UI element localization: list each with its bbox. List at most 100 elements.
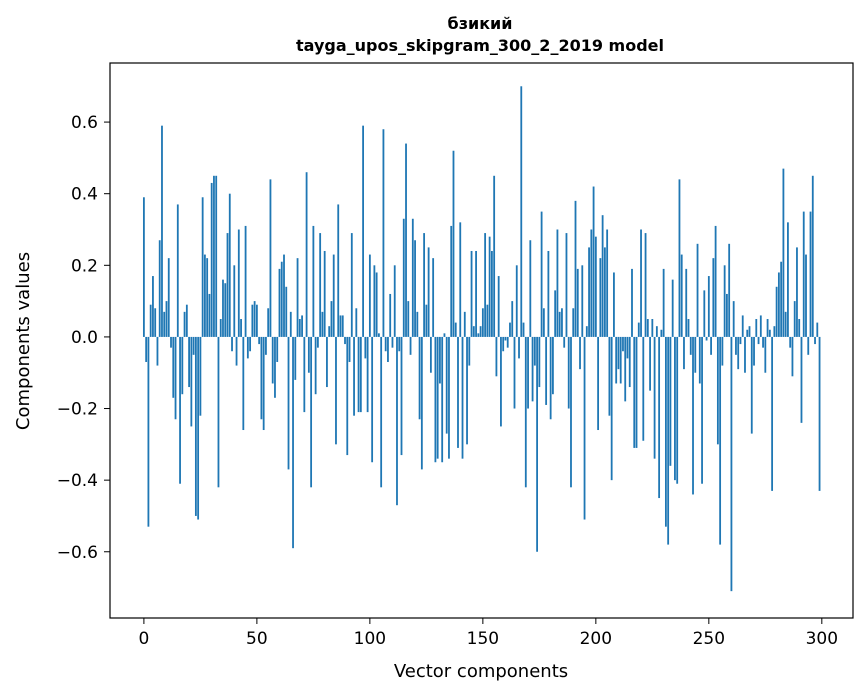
bar-component-167 (520, 86, 523, 337)
bar-component-64 (287, 336, 290, 470)
bar-component-281 (777, 272, 780, 337)
bar-component-201 (597, 336, 600, 431)
bar-component-77 (316, 336, 319, 348)
bar-component-247 (701, 336, 703, 484)
bar-component-39 (231, 336, 233, 352)
bar-component-296 (811, 175, 814, 337)
y-axis-label: Components values (13, 252, 34, 430)
bar-component-196 (585, 326, 588, 337)
bar-component-141 (461, 336, 464, 459)
bar-component-284 (784, 311, 787, 337)
bar-component-67 (294, 336, 297, 380)
bar-component-125 (425, 304, 428, 337)
bar-component-130 (436, 336, 439, 459)
axis-ticks: 0 50 100 150 200 250 300 −0.6 −0.4 −0.2 0.0 0.2 0.4 0… (57, 113, 838, 649)
bar-component-17 (181, 336, 184, 395)
bar-component-206 (608, 336, 611, 416)
bar-component-20 (188, 336, 190, 388)
bar-component-207 (610, 336, 613, 481)
bar-component-58 (274, 336, 276, 398)
y-tick-label: −0.6 (57, 543, 98, 563)
bar-component-50 (255, 304, 258, 337)
bar-component-118 (409, 336, 412, 355)
bar-component-164 (513, 336, 516, 409)
bar-component-27 (204, 254, 206, 337)
bar-component-78 (319, 233, 322, 337)
bar-component-153 (488, 236, 491, 337)
bar-component-2 (147, 336, 150, 527)
bar-component-223 (646, 319, 649, 337)
bar-component-68 (296, 258, 299, 337)
chart-title: бзикий (448, 14, 513, 33)
bar-component-52 (260, 336, 263, 420)
y-tick-label: 0.0 (71, 328, 98, 348)
bar-component-79 (321, 311, 324, 337)
bar-component-100 (368, 254, 371, 337)
bar-component-163 (511, 301, 514, 337)
bar-component-13 (172, 336, 175, 398)
bar-component-127 (429, 336, 432, 373)
bar-component-26 (201, 197, 204, 337)
bar-component-9 (163, 311, 166, 337)
bar-component-14 (174, 336, 177, 420)
bar-component-131 (439, 336, 441, 384)
bar-component-197 (588, 247, 590, 337)
bar-component-226 (653, 336, 656, 459)
bar-component-81 (326, 336, 328, 388)
bar-component-0 (142, 197, 145, 337)
bar-component-65 (289, 311, 292, 337)
bar-component-47 (249, 336, 252, 352)
bar-component-43 (240, 319, 242, 337)
bar-component-158 (500, 336, 502, 427)
x-tick-label: 200 (580, 629, 612, 649)
bar-component-103 (375, 272, 378, 337)
bar-component-122 (418, 336, 421, 420)
bar-component-42 (237, 229, 240, 337)
bar-component-126 (427, 247, 430, 337)
bar-component-22 (192, 336, 195, 355)
bar-component-200 (594, 236, 597, 337)
bar-component-4 (152, 276, 154, 337)
bar-component-12 (170, 336, 172, 348)
bar-component-37 (226, 233, 229, 337)
bar-component-155 (493, 175, 496, 337)
bar-component-251 (710, 336, 712, 355)
bar-component-294 (807, 336, 810, 355)
bar-component-280 (775, 286, 778, 337)
bar-component-120 (414, 240, 416, 337)
bar-component-238 (680, 254, 683, 337)
bar-component-277 (768, 329, 771, 337)
bar-component-154 (490, 250, 493, 337)
bar-component-69 (298, 319, 301, 337)
bar-component-246 (698, 336, 701, 384)
bar-component-256 (721, 336, 724, 366)
bar-component-232 (667, 336, 670, 545)
bar-component-190 (572, 308, 575, 337)
bar-component-218 (635, 336, 638, 448)
bar-component-227 (655, 326, 658, 337)
bar-component-3 (149, 304, 152, 337)
bar-component-35 (222, 279, 224, 337)
bar-component-189 (570, 336, 572, 488)
bar-component-6 (156, 336, 159, 366)
bar-component-192 (576, 268, 579, 337)
x-tick-label: 100 (354, 629, 386, 649)
bar-component-106 (382, 129, 385, 337)
bar-component-272 (757, 336, 760, 345)
bar-component-252 (712, 258, 715, 337)
bar-component-180 (549, 336, 552, 420)
bar-component-178 (545, 336, 548, 405)
bar-component-16 (179, 336, 181, 484)
x-tick-label: 0 (138, 629, 149, 649)
bar-component-299 (818, 336, 821, 491)
bar-component-239 (683, 336, 685, 370)
bar-component-259 (728, 243, 731, 337)
bar-component-176 (540, 211, 543, 337)
bar-component-136 (450, 225, 453, 337)
bar-component-30 (210, 182, 213, 337)
bar-component-295 (809, 211, 812, 337)
bar-component-162 (509, 322, 511, 337)
bar-component-188 (567, 336, 570, 409)
bar-component-107 (384, 336, 387, 352)
